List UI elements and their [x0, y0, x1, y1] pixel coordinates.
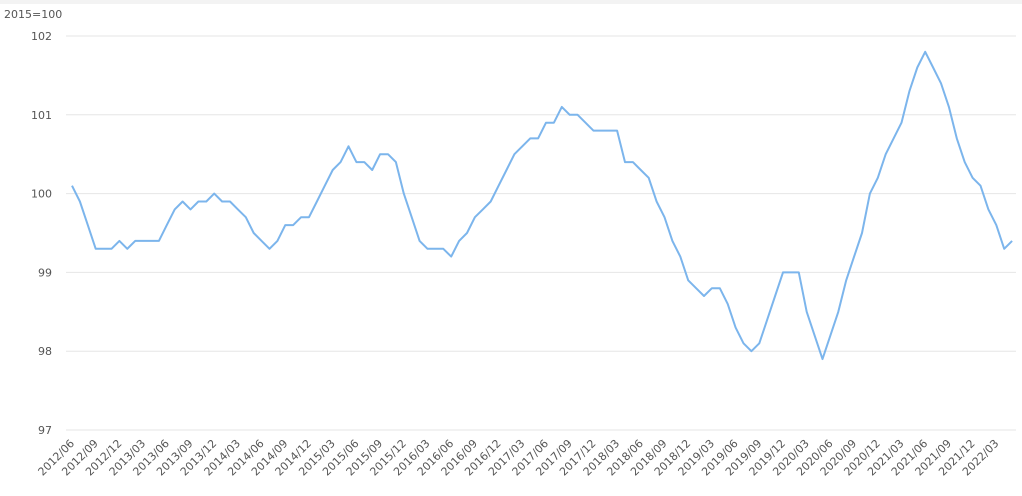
y-tick-label: 101 [31, 109, 52, 122]
top-bar [0, 0, 1022, 4]
y-tick-label: 102 [31, 30, 52, 43]
y-tick-label: 97 [38, 424, 52, 437]
y-axis-label: 2015=100 [4, 8, 62, 21]
y-tick-label: 98 [38, 345, 52, 358]
data-line [71, 50, 1013, 361]
y-tick-label: 100 [31, 188, 52, 201]
y-tick-label: 99 [38, 266, 52, 279]
